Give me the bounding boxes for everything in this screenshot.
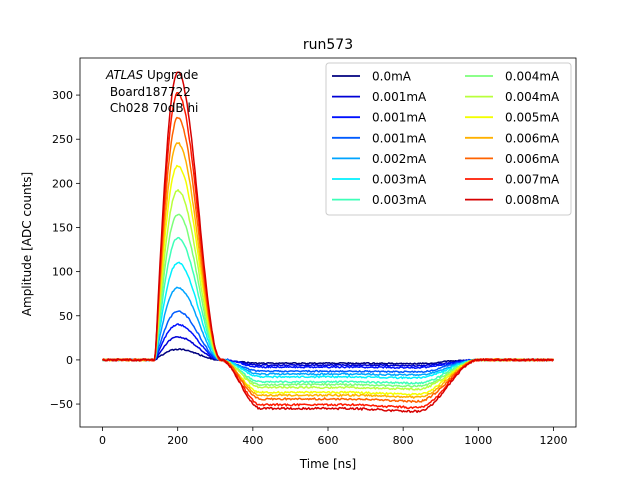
- chart-title: run573: [303, 37, 353, 53]
- y-tick-label: 50: [59, 310, 73, 323]
- x-tick-label: 0: [99, 434, 106, 447]
- annotation-upgrade: Upgrade: [143, 68, 198, 82]
- annotation-atlas: ATLAS: [105, 68, 144, 82]
- y-tick-label: −50: [50, 398, 73, 411]
- axes: 0 200 400 600 800 1000 1200 −50 0 50 100 150 200 250 3…: [50, 57, 577, 447]
- legend: 0.0mA 0.001mA 0.001mA 0.001mA 0.002mA 0.003mA…: [325, 62, 572, 216]
- x-tick-label: 800: [393, 434, 414, 447]
- legend-box: [325, 62, 572, 216]
- y-tick-label: 0: [66, 354, 73, 367]
- annotation-channel: Ch028 70dB hi: [106, 101, 198, 115]
- y-tick-label: 100: [52, 266, 73, 279]
- legend-label: 0.001mA: [372, 111, 427, 125]
- x-tick-label: 600: [318, 434, 339, 447]
- y-tick-label: 200: [52, 177, 73, 190]
- x-axis-label: Time [ns]: [299, 457, 356, 471]
- legend-label: 0.004mA: [505, 90, 560, 104]
- series-line: [101, 91, 555, 410]
- svg-text:ATLAS Upgrade: ATLAS Upgrade: [105, 68, 198, 82]
- legend-label: 0.003mA: [372, 193, 427, 207]
- y-tick-label: 300: [52, 89, 73, 102]
- legend-label: 0.001mA: [372, 131, 427, 145]
- legend-label: 0.003mA: [372, 173, 427, 187]
- series-line: [102, 71, 554, 414]
- legend-label: 0.006mA: [505, 152, 560, 166]
- legend-label: 0.002mA: [372, 152, 427, 166]
- annotation-board: Board187722: [106, 85, 191, 99]
- y-tick-label: 250: [52, 133, 73, 146]
- legend-label: 0.008mA: [505, 193, 560, 207]
- x-tick-label: 200: [167, 434, 188, 447]
- series-curves: [101, 71, 555, 414]
- y-axis-label: Amplitude [ADC counts]: [20, 172, 34, 316]
- legend-label: 0.005mA: [505, 111, 560, 125]
- legend-label: 0.007mA: [505, 173, 560, 187]
- y-tick-label: 150: [52, 221, 73, 234]
- legend-label: 0.004mA: [505, 70, 560, 84]
- legend-label: 0.001mA: [372, 90, 427, 104]
- x-tick-label: 400: [242, 434, 263, 447]
- atlas-annotation: ATLAS Upgrade Board187722 Ch028 70dB hi: [105, 68, 198, 115]
- legend-label: 0.0mA: [372, 70, 412, 84]
- x-tick-label: 1000: [464, 434, 492, 447]
- x-tick-label: 1200: [539, 434, 567, 447]
- legend-label: 0.006mA: [505, 131, 560, 145]
